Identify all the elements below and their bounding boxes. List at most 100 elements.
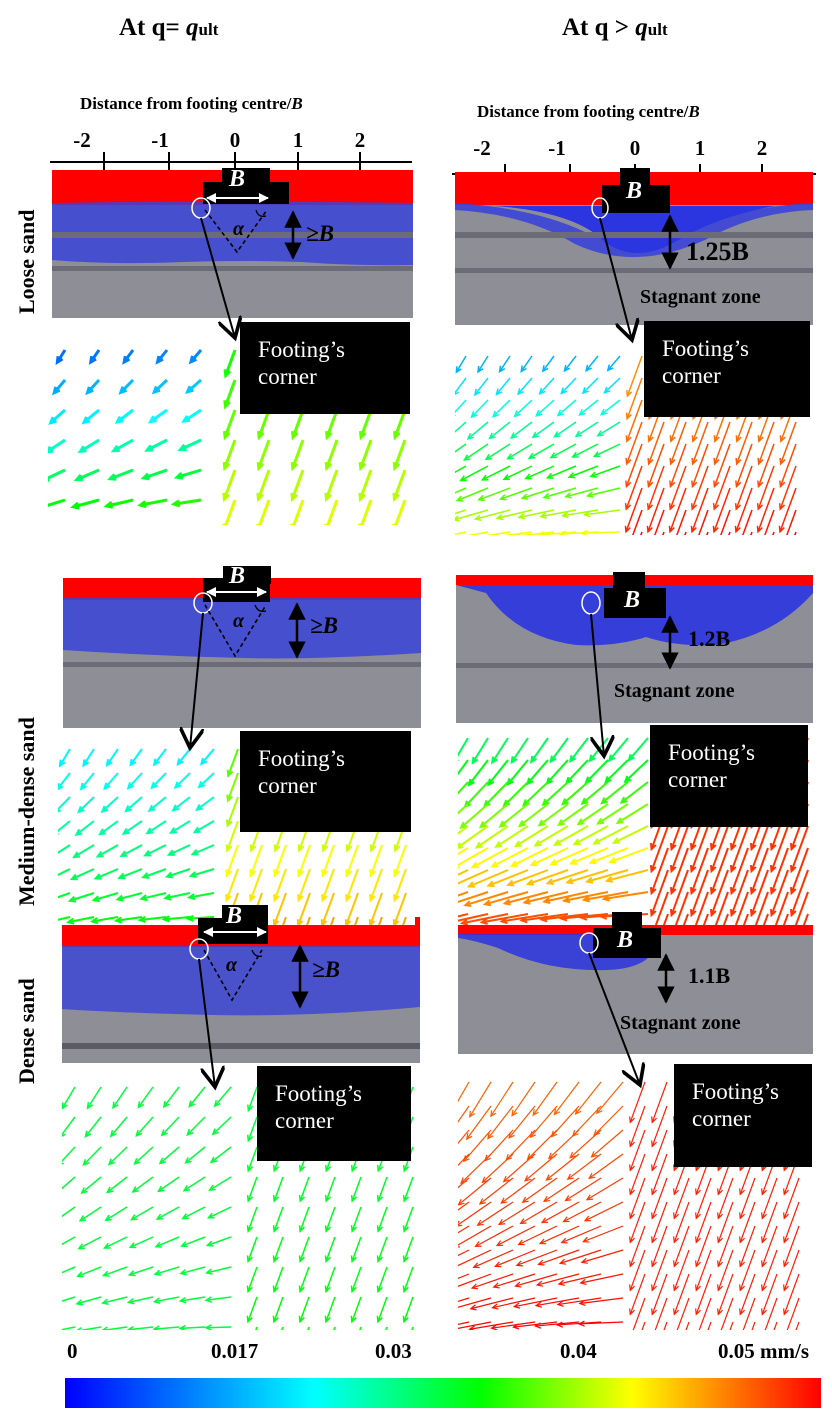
velocity-vector [208, 1176, 232, 1191]
velocity-vector [257, 409, 271, 441]
velocity-vector [625, 421, 643, 466]
velocity-vector [498, 487, 533, 501]
velocity-vector [786, 1297, 800, 1330]
velocity-vector [577, 1320, 624, 1327]
velocity-vector [757, 443, 775, 489]
velocity-vector [324, 469, 339, 503]
velocity-vector [506, 443, 533, 460]
velocity-vector [560, 1225, 602, 1244]
velocity-vector [225, 820, 239, 853]
velocity-vector [513, 825, 549, 848]
velocity-vector [713, 421, 731, 466]
velocity-vector [490, 1081, 514, 1118]
velocity-vector [333, 1326, 336, 1330]
velocity-vector [491, 399, 511, 418]
velocity-vector [126, 772, 143, 790]
velocity-vector [487, 759, 509, 787]
velocity-vector [470, 1273, 514, 1290]
velocity-vector [516, 531, 555, 535]
velocity-vector [545, 759, 569, 785]
velocity-vector [512, 1321, 558, 1330]
velocity-vector [783, 1273, 800, 1316]
velocity-vector [537, 1249, 580, 1266]
velocity-vector [521, 1177, 558, 1204]
velocity-vector [566, 1153, 602, 1181]
velocity-vector [651, 1105, 668, 1148]
velocity-vector [690, 465, 709, 511]
alpha-label-text: α [233, 218, 245, 240]
velocity-vector [368, 892, 383, 925]
velocity-vector [735, 443, 753, 489]
velocity-vector [272, 892, 287, 925]
velocity-vector [458, 1249, 492, 1269]
velocity-vector [173, 468, 202, 480]
velocity-vector [458, 847, 469, 856]
velocity-vector [545, 465, 577, 479]
velocity-vector [458, 1225, 492, 1248]
velocity-vector [619, 781, 649, 804]
depth-label: ≥B [312, 957, 340, 983]
velocity-vector [51, 379, 67, 396]
velocity-vector [538, 377, 555, 395]
footing-corner-callout: Footing’s corner [257, 1066, 411, 1161]
velocity-vector [62, 1086, 76, 1110]
velocity-vector [67, 892, 95, 903]
velocity-vector [105, 748, 119, 768]
velocity-vector [646, 487, 665, 534]
velocity-vector [585, 487, 621, 498]
velocity-vector [477, 355, 489, 374]
velocity-vector [545, 869, 589, 886]
velocity-vector [654, 1297, 668, 1330]
velocity-vector [297, 844, 311, 878]
velocity-vector [529, 737, 549, 764]
velocity-vector [121, 820, 143, 835]
tick-label: -1 [151, 128, 169, 152]
velocity-vector [112, 1086, 128, 1110]
velocity-vector [48, 498, 66, 507]
velocity-vector [330, 916, 335, 925]
velocity-vector [180, 1236, 206, 1248]
velocity-vector [492, 1273, 536, 1289]
stagnant-zone-label: Stagnant zone [614, 680, 735, 702]
photo-medium-qult [63, 578, 421, 728]
velocity-vector [76, 1266, 102, 1278]
velocity-vector [458, 913, 489, 922]
footing-label: B [229, 166, 245, 193]
velocity-vector [754, 891, 769, 925]
velocity-vector [673, 1249, 690, 1292]
velocity-vector [478, 1177, 514, 1205]
velocity-vector [145, 820, 167, 835]
velocity-vector [467, 759, 489, 787]
velocity-vector [651, 1153, 668, 1196]
velocity-vector [669, 443, 687, 489]
velocity-vector [344, 868, 359, 903]
velocity-vector [155, 349, 169, 365]
column-title-prefix: At q= [119, 14, 187, 41]
velocity-vector [604, 759, 629, 784]
velocity-vector [607, 737, 629, 763]
velocity-vector [709, 825, 729, 874]
velocity-vector [739, 1249, 756, 1292]
velocity-vector [578, 1297, 624, 1306]
velocity-vector [186, 892, 215, 901]
velocity-vector [789, 847, 809, 896]
velocity-vector [695, 1225, 712, 1268]
colorbar-label: 0.03 [375, 1339, 412, 1363]
velocity-vector [471, 737, 489, 765]
velocity-vector [778, 465, 797, 511]
velocity-vector [358, 439, 373, 472]
velocity-vector [756, 487, 775, 534]
velocity-vector [615, 803, 649, 825]
velocity-vector [76, 1326, 102, 1330]
velocity-vector [101, 1296, 128, 1306]
velocity-vector [742, 913, 749, 925]
velocity-vector [272, 1266, 284, 1294]
velocity-vector [491, 1297, 536, 1310]
velocity-vector [77, 1236, 102, 1250]
velocity-vector [80, 1176, 102, 1195]
velocity-vector [714, 891, 729, 925]
velocity-vector [582, 1225, 624, 1243]
velocity-vector [495, 377, 511, 396]
velocity-vector [629, 1201, 646, 1244]
velocity-vector [247, 1086, 258, 1113]
